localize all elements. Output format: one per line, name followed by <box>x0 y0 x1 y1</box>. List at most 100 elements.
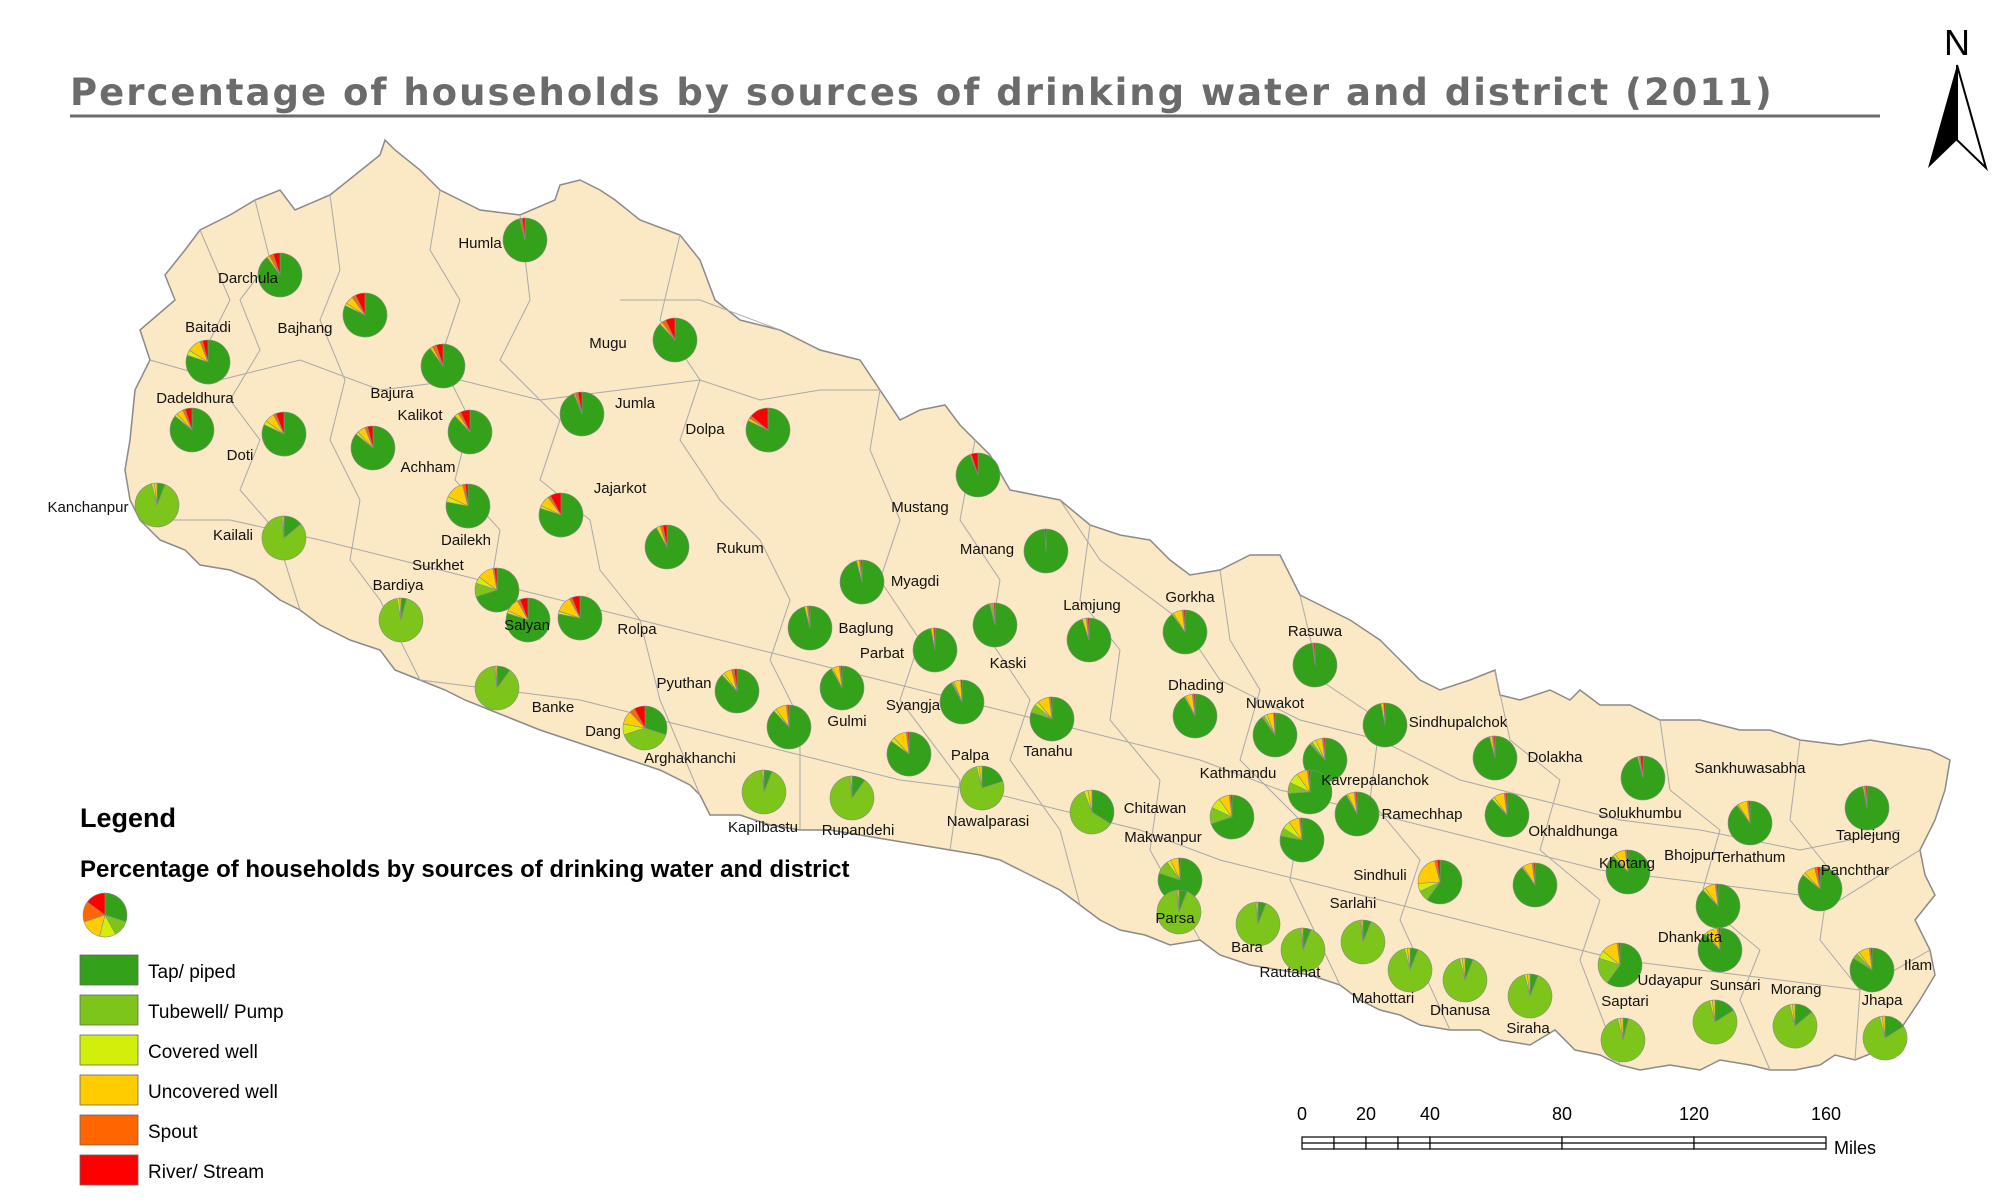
north-arrow-right-icon <box>1956 64 1988 172</box>
district-label-banke: Banke <box>532 699 575 716</box>
district-pies <box>134 217 1908 1063</box>
pie-dolpa <box>745 407 791 453</box>
legend-label-3: Uncovered well <box>148 1082 278 1103</box>
north-arrow-left-icon <box>1928 65 1957 168</box>
pie-bardiya-slice <box>399 597 402 621</box>
district-label-nuwakot: Nuwakot <box>1246 695 1305 712</box>
pie-khotang <box>1512 862 1558 908</box>
pie-syangja <box>939 679 985 725</box>
pie-dhankuta-slice <box>1718 927 1721 951</box>
pie-sunsari-slice <box>1692 1000 1738 1045</box>
district-label-doti: Doti <box>227 447 254 464</box>
district-label-dhankuta: Dhankuta <box>1658 929 1723 946</box>
pie-parsa-slice <box>1177 889 1180 913</box>
district-label-khotang: Khotang <box>1599 855 1655 872</box>
pie-lamjung-slice <box>1087 617 1090 641</box>
pie-surkhet-slice <box>493 567 498 591</box>
district-label-rolpa: Rolpa <box>617 621 657 638</box>
legend-label-4: Spout <box>148 1122 198 1143</box>
pie-solukhumbu-slice <box>1639 755 1644 779</box>
pie-baitadi-slice <box>202 339 209 363</box>
pie-bhojpur-slice <box>1626 849 1629 873</box>
pie-surkhet <box>474 567 520 613</box>
pie-parsa-slice <box>1156 889 1202 935</box>
district-label-darchula: Darchula <box>218 270 279 287</box>
pie-dhading <box>1172 693 1218 739</box>
pie-bardiya <box>378 597 424 643</box>
pie-pyuthan-slice <box>733 668 738 692</box>
pie-mugu-slice <box>665 317 676 341</box>
pie-nawalparasi <box>959 765 1005 811</box>
pie-saptari-slice <box>1600 1018 1646 1063</box>
pie-dolakha <box>1472 735 1518 781</box>
district-label-mahottari: Mahottari <box>1352 990 1415 1007</box>
pie-solukhumbu <box>1620 755 1666 801</box>
district-label-gorkha: Gorkha <box>1165 589 1215 606</box>
pie-kathmandu-slice <box>1230 794 1233 818</box>
district-label-pyuthan: Pyuthan <box>656 675 711 692</box>
pie-rupandehi-slice <box>850 775 853 799</box>
district-label-bajhang: Bajhang <box>277 320 332 337</box>
legend-swatch-4 <box>79 1114 139 1146</box>
pie-saptari <box>1600 1017 1646 1063</box>
district-label-ramechhap: Ramechhap <box>1382 806 1463 823</box>
pie-humla <box>502 217 548 263</box>
pie-sindhupalchok-slice <box>1383 702 1386 726</box>
pie-mugu <box>652 317 698 363</box>
pie-tanahu-slice <box>1050 696 1053 720</box>
pie-sarlahi-slice <box>1361 919 1364 943</box>
pie-doti <box>261 411 307 457</box>
legend-heading: Legend <box>80 803 176 833</box>
pie-humla-slice <box>521 217 526 241</box>
pie-jumla-slice <box>577 391 583 415</box>
pie-parsa <box>1156 889 1202 935</box>
pie-rukum <box>644 524 690 570</box>
pie-kalikot <box>447 409 493 455</box>
pie-rautahat <box>1280 927 1326 973</box>
district-label-dolpa: Dolpa <box>685 421 725 438</box>
pie-doti-slice <box>275 411 285 435</box>
pie-panchthar-slice <box>1816 866 1821 890</box>
district-label-kaski: Kaski <box>990 655 1027 672</box>
district-label-sindhupalchok: Sindhupalchok <box>1409 714 1508 731</box>
district-label-jajarkot: Jajarkot <box>594 480 647 497</box>
district-label-sankhuwasabha: Sankhuwasabha <box>1695 760 1807 777</box>
pie-kaski <box>972 602 1018 648</box>
pie-ramechhap-slice <box>1355 791 1358 815</box>
pie-okhaldhunga <box>1484 792 1530 838</box>
pie-rolpa <box>557 595 603 641</box>
district-label-lamjung: Lamjung <box>1063 597 1121 614</box>
pie-mustang-slice <box>970 452 979 476</box>
scale-tick-5: 160 <box>1811 1104 1841 1124</box>
pie-parbat-slice <box>933 627 936 651</box>
pie-taplejung <box>1844 785 1890 831</box>
legend: Legend Percentage of households by sourc… <box>79 803 850 1186</box>
pie-terhathum-slice <box>1716 883 1719 907</box>
pie-salyan <box>505 597 551 643</box>
pie-sunsari-slice <box>1711 999 1716 1023</box>
pie-bara <box>1235 901 1281 947</box>
district-label-solukhumbu: Solukhumbu <box>1598 805 1681 822</box>
pie-dhanusa-slice <box>1442 958 1488 1003</box>
pie-udayapur-slice <box>1606 942 1643 988</box>
pie-dhanusa-slice <box>1461 957 1466 981</box>
pie-kailali-slice <box>282 515 285 539</box>
pie-sindhuli-slice <box>1426 859 1463 905</box>
district-label-chitawan: Chitawan <box>1124 800 1187 817</box>
legend-items: Tap/ piped Tubewell/ Pump Covered well Unco… <box>79 954 284 1186</box>
pie-lalitpur <box>1279 817 1325 863</box>
district-label-nawalparasi: Nawalparasi <box>947 813 1030 830</box>
pie-terhathum <box>1695 883 1741 929</box>
district-label-arghakhanchi: Arghakhanchi <box>644 750 736 767</box>
pie-bajura <box>420 343 466 389</box>
pie-morang <box>1772 1003 1818 1049</box>
district-label-kalikot: Kalikot <box>397 407 443 424</box>
pie-rautahat-slice <box>1301 927 1304 951</box>
legend-sample-pie-slice <box>86 892 106 916</box>
scale-tick-2: 40 <box>1420 1104 1440 1124</box>
legend-swatch-1 <box>79 994 139 1026</box>
pie-jumla <box>559 391 605 437</box>
pie-nawalparasi-slice <box>978 765 983 789</box>
district-label-rupandehi: Rupandehi <box>822 822 895 839</box>
